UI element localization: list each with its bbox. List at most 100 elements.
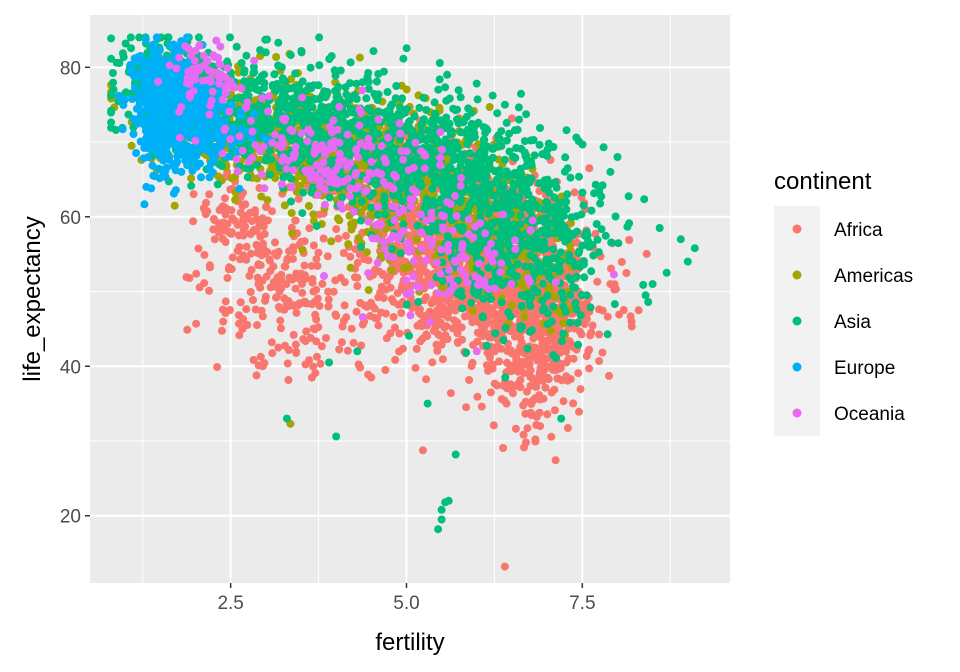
- point: [606, 280, 615, 289]
- point: [296, 181, 305, 190]
- point: [563, 424, 572, 432]
- point: [500, 155, 509, 164]
- point: [200, 279, 209, 288]
- point: [107, 106, 116, 115]
- point: [231, 195, 240, 204]
- point: [294, 114, 303, 123]
- point: [526, 366, 535, 375]
- point: [219, 317, 228, 326]
- point: [298, 245, 307, 254]
- point: [588, 321, 597, 330]
- point: [243, 173, 252, 182]
- point: [347, 324, 356, 333]
- point: [525, 158, 534, 167]
- point: [473, 164, 482, 173]
- point: [266, 170, 274, 179]
- point: [526, 136, 535, 145]
- point: [389, 113, 398, 122]
- point: [517, 340, 526, 349]
- point: [228, 253, 237, 262]
- point: [418, 446, 427, 455]
- point: [219, 218, 228, 227]
- point: [416, 337, 425, 346]
- point: [435, 75, 444, 84]
- point: [267, 338, 276, 347]
- point: [354, 360, 363, 369]
- point: [365, 105, 374, 114]
- point: [438, 277, 447, 286]
- point: [288, 136, 296, 145]
- point: [526, 372, 535, 381]
- point: [313, 127, 322, 136]
- point: [340, 301, 349, 310]
- point: [566, 290, 575, 299]
- point: [627, 317, 636, 326]
- point: [313, 294, 322, 303]
- point: [223, 274, 232, 282]
- point: [453, 338, 462, 347]
- point: [305, 116, 313, 125]
- point: [507, 114, 516, 123]
- point: [520, 312, 529, 321]
- point: [315, 61, 324, 70]
- point: [324, 103, 333, 112]
- point: [540, 373, 549, 382]
- point: [292, 308, 301, 317]
- point: [312, 285, 321, 294]
- point: [303, 106, 312, 115]
- point: [308, 300, 316, 309]
- point: [599, 143, 608, 152]
- point: [277, 63, 286, 72]
- point: [505, 290, 514, 299]
- point: [431, 295, 440, 304]
- point: [245, 271, 254, 280]
- point: [274, 104, 283, 113]
- point: [300, 261, 309, 270]
- point: [624, 192, 633, 201]
- point: [246, 164, 255, 173]
- point: [221, 194, 229, 203]
- point: [424, 126, 433, 135]
- point: [435, 310, 444, 319]
- point: [274, 343, 283, 352]
- point: [500, 562, 509, 571]
- point: [364, 256, 373, 265]
- point: [281, 77, 290, 86]
- point: [282, 280, 291, 289]
- point: [543, 410, 552, 419]
- point: [268, 207, 276, 216]
- point: [330, 66, 339, 75]
- point: [276, 304, 285, 313]
- point: [566, 173, 575, 182]
- point: [567, 219, 575, 227]
- point: [468, 159, 477, 168]
- point: [574, 340, 583, 349]
- point: [236, 298, 245, 307]
- point: [490, 379, 499, 388]
- point: [438, 355, 447, 364]
- point: [423, 332, 432, 340]
- point: [420, 188, 429, 197]
- point: [235, 331, 244, 340]
- point: [460, 128, 469, 137]
- point: [499, 381, 508, 390]
- point: [413, 221, 422, 230]
- point: [253, 161, 262, 169]
- point: [480, 136, 489, 144]
- point: [532, 230, 541, 239]
- point: [425, 228, 434, 236]
- point: [259, 222, 268, 231]
- point: [371, 314, 379, 322]
- point: [595, 305, 603, 314]
- point: [486, 388, 495, 397]
- point: [574, 369, 583, 378]
- point: [312, 255, 321, 264]
- point: [357, 216, 365, 225]
- point: [508, 301, 517, 310]
- point: [448, 139, 457, 148]
- point: [261, 156, 270, 165]
- point: [556, 248, 565, 257]
- point: [565, 337, 574, 346]
- point: [346, 79, 354, 88]
- point: [644, 298, 653, 306]
